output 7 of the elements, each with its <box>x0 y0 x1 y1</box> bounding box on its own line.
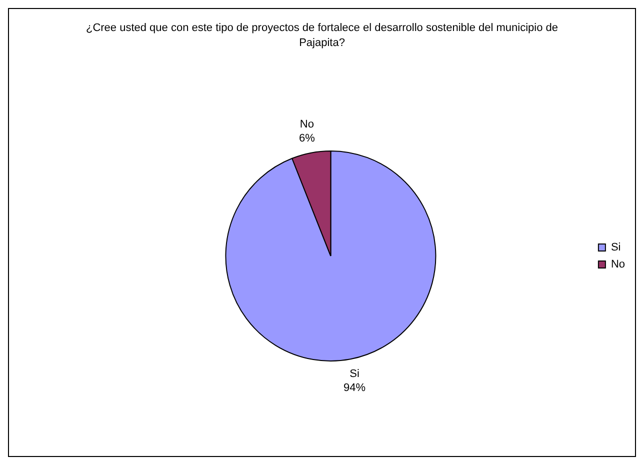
chart-title: ¿Cree usted que con este tipo de proyectos de fortalece el desarrollo sostenible del municipio de Pajapita? <box>84 21 560 51</box>
data-label: 94% <box>344 382 366 394</box>
legend-label: Si <box>610 242 621 254</box>
legend-label: No <box>610 258 625 271</box>
data-label: 6% <box>298 132 316 144</box>
slice-label: Si <box>350 368 360 380</box>
slice-label: No <box>300 118 314 130</box>
